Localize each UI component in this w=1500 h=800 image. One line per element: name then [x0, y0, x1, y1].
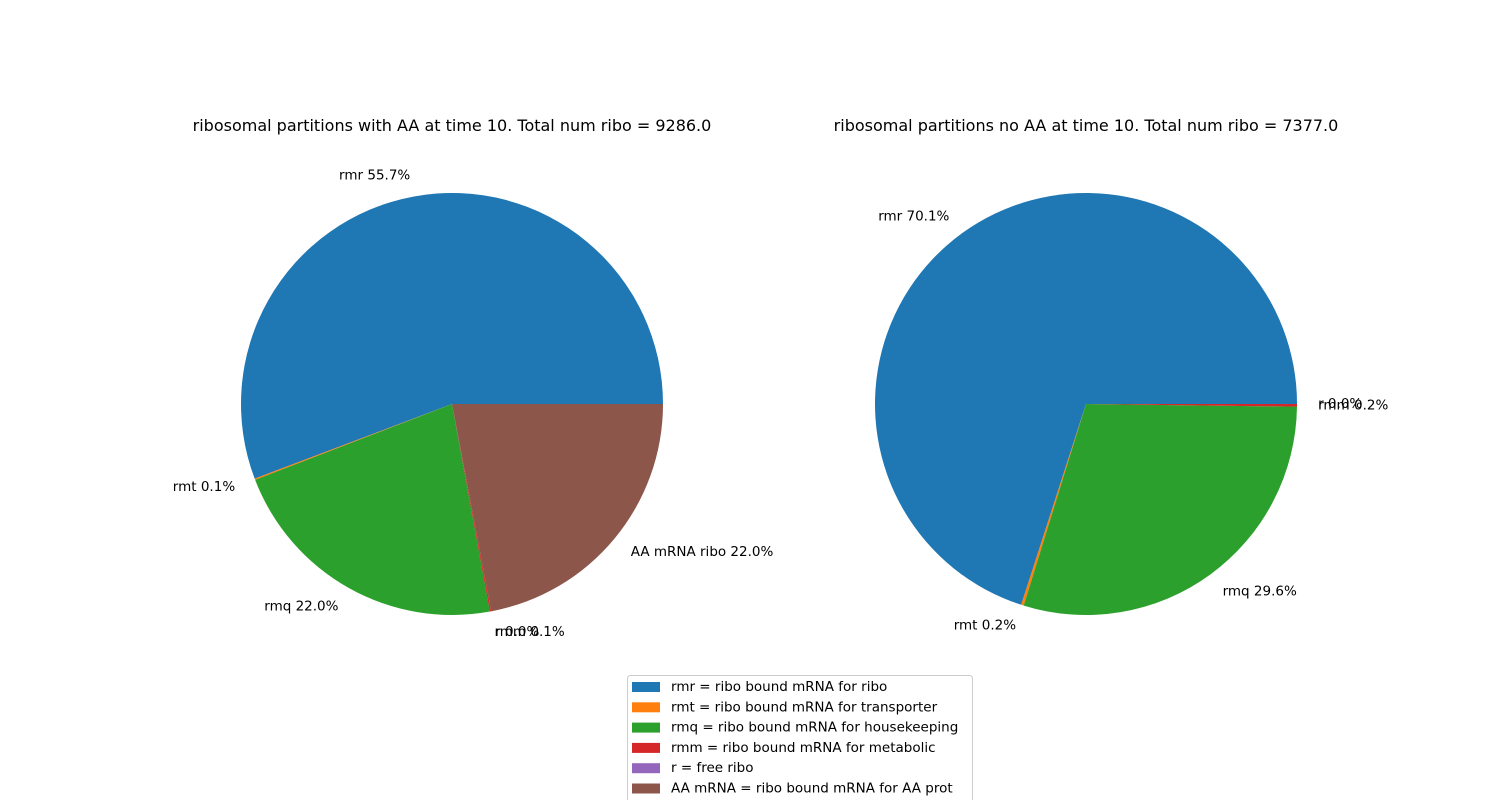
legend-label-2: rmt = ribo bound mRNA for transporter	[671, 699, 938, 715]
pie-slice-rmm	[452, 404, 492, 612]
slice-label-rmm: rmm 0.2%	[1318, 397, 1388, 413]
pie-slice-rmq	[255, 404, 490, 615]
slice-label-rmm: rmm 0.1%	[494, 624, 564, 640]
legend-label-1: rmr = ribo bound mRNA for ribo	[671, 679, 887, 695]
pie-slice-rmr	[875, 193, 1297, 605]
pie-slices	[875, 193, 1297, 616]
legend-swatch-5	[632, 763, 660, 774]
slice-label-rmq: rmq 29.6%	[1223, 584, 1297, 600]
legend-label-3: rmq = ribo bound mRNA for housekeeping	[671, 720, 958, 736]
legend-swatch-6	[632, 783, 660, 794]
pie-labels: rmr 55.7% rmt 0.1% rmq 22.0% rmm 0.1%r 0.0%…	[173, 168, 774, 641]
pie-labels: rmr 70.1% rmt 0.2% rmq 29.6% rmm 0.2%r 0.0%	[878, 208, 1388, 633]
pie-slice-aa-mrna-ribo	[452, 404, 663, 612]
slice-label-r: r 0.0%	[1318, 396, 1362, 412]
slice-label-rmt: rmt 0.1%	[173, 479, 236, 495]
pie-slice-rmt	[254, 404, 452, 480]
pie-slice-rmm	[1086, 404, 1297, 407]
pie-slice-rmt	[1021, 404, 1086, 606]
slice-label-rmr: rmr 55.7%	[339, 168, 410, 184]
slice-label-aa-mrna-ribo: AA mRNA ribo 22.0%	[631, 544, 774, 560]
legend-label-6: AA mRNA = ribo bound mRNA for AA prot	[671, 781, 953, 797]
pie-slices	[241, 193, 663, 615]
legend-label-5: r = free ribo	[671, 760, 753, 776]
pie-chart-with-aa: ribosomal partitions with AA at time 10.…	[173, 116, 774, 640]
legend-frame	[627, 675, 973, 800]
pie-chart-no-aa: ribosomal partitions no AA at time 10. T…	[834, 116, 1389, 633]
legend-swatch-1	[632, 682, 660, 692]
legend-label-4: rmm = ribo bound mRNA for metabolic	[671, 740, 936, 756]
legend: rmr = ribo bound mRNA for ribo rmt = ribo…	[627, 675, 973, 800]
slice-label-rmt: rmt 0.2%	[954, 617, 1017, 633]
legend-swatch-2	[632, 702, 660, 713]
legend-items: rmr = ribo bound mRNA for ribo rmt = ribo…	[632, 679, 958, 797]
slice-label-rmr: rmr 70.1%	[878, 208, 949, 224]
legend-swatch-3	[632, 722, 660, 733]
slice-label-r: r 0.0%	[495, 624, 539, 640]
chart-title: ribosomal partitions no AA at time 10. T…	[834, 116, 1339, 135]
pie-slice-rmr	[241, 193, 663, 479]
legend-swatch-4	[632, 742, 660, 753]
pie-slice-rmq	[1023, 404, 1297, 616]
slice-label-rmq: rmq 22.0%	[264, 598, 338, 614]
chart-title: ribosomal partitions with AA at time 10.…	[193, 116, 712, 135]
